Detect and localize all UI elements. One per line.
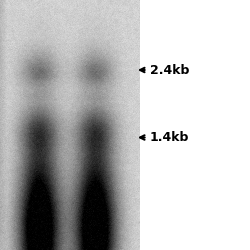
Text: 1.4kb: 1.4kb — [150, 131, 190, 144]
Text: 2.4kb: 2.4kb — [150, 64, 190, 76]
